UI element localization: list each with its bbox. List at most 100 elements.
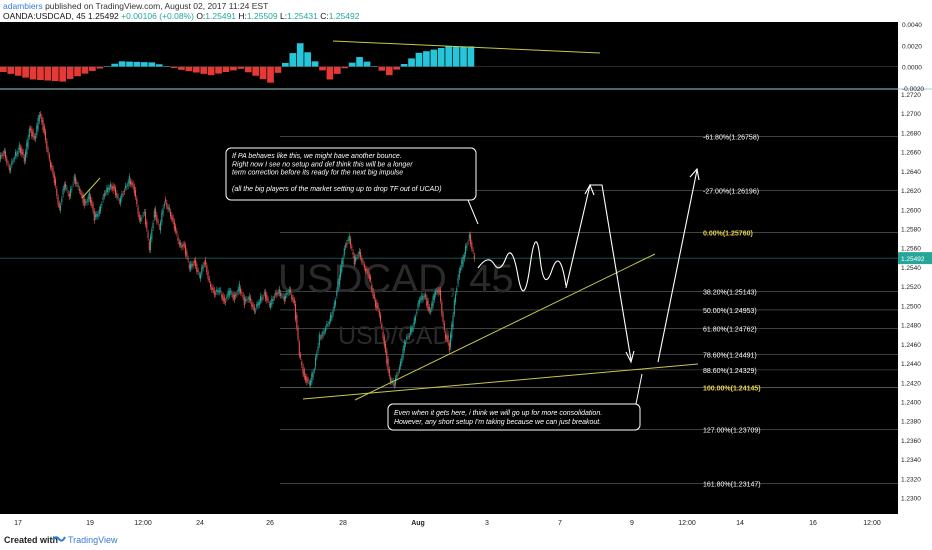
candle-body: [262, 297, 264, 298]
candle-body: [257, 302, 259, 307]
oscillator-bar: [74, 66, 81, 77]
oscillator-bar: [118, 61, 126, 67]
candle-body: [386, 350, 388, 364]
candle-body: [383, 337, 385, 346]
candle-body: [95, 214, 97, 218]
candle-body: [410, 328, 412, 334]
candle-body: [470, 234, 472, 245]
candle-body: [281, 295, 283, 297]
candle-body: [322, 330, 324, 336]
candle-body: [73, 176, 75, 182]
symbol-label[interactable]: OANDA:USDCAD, 45: [3, 11, 86, 21]
oscillator-bar: [103, 66, 111, 67]
author-link[interactable]: adambiers: [3, 1, 43, 11]
candle-body: [102, 196, 104, 200]
candle-body: [188, 264, 190, 269]
oscillator-bar: [96, 66, 104, 69]
candle-body: [13, 158, 15, 160]
candle-body: [90, 196, 92, 203]
open-label: O:: [196, 11, 206, 21]
watermark-symbol: USDCAD, 45: [278, 257, 514, 301]
candle-body: [323, 332, 325, 333]
candle-body: [440, 289, 442, 301]
candle-body: [468, 234, 470, 239]
candle-body: [17, 150, 19, 154]
candle-body: [421, 294, 423, 301]
candle-body: [377, 305, 379, 310]
candle-body: [98, 209, 100, 214]
candle-body: [353, 255, 355, 265]
projected-zigzag-path[interactable]: [565, 184, 632, 361]
projected-wave-path[interactable]: [477, 241, 567, 292]
candle-body: [132, 183, 134, 187]
candle-body: [305, 376, 307, 381]
candle-body: [122, 193, 124, 195]
candle-body: [398, 367, 400, 371]
candle-body: [107, 187, 109, 193]
candle-body: [277, 292, 279, 294]
candle-body: [472, 250, 474, 252]
annotation-box-bounce[interactable]: [225, 147, 477, 201]
candle-body: [43, 126, 45, 133]
plot-background[interactable]: [0, 22, 898, 530]
candle-body: [0, 155, 2, 160]
candle-body: [331, 314, 333, 319]
candle-body: [282, 295, 284, 297]
candle-body: [241, 292, 243, 294]
candle-body: [311, 373, 313, 383]
price-axis-background: [898, 22, 932, 530]
oscillator-tick-label: -0.0020: [902, 86, 924, 93]
fib-level-label: 161.80%(1.23147): [703, 481, 761, 488]
candle-body: [296, 315, 298, 328]
candle-body: [135, 189, 137, 197]
price-tick-label: 1.2380: [901, 419, 921, 426]
candle-body: [121, 193, 123, 199]
chart-canvas[interactable]: 0.0040 0.0020 0.0000 -0.0020 1.2720 1.2700 1.2…: [0, 22, 932, 530]
candle-body: [270, 302, 272, 308]
candle-body: [271, 298, 273, 306]
annotation-box-consolidation[interactable]: [387, 403, 641, 431]
time-tick-label: 16: [809, 520, 817, 527]
oscillator-bar: [437, 48, 445, 67]
candle-body: [171, 215, 173, 220]
candle-body: [116, 193, 118, 197]
candle-body: [137, 207, 139, 215]
candle-body: [458, 270, 460, 278]
candle-body: [162, 208, 164, 214]
tradingview-link[interactable]: TradingView: [68, 535, 118, 545]
candle-body: [326, 323, 328, 327]
candle-body: [340, 267, 342, 278]
price-tick-label: 1.2340: [901, 457, 921, 464]
price-tick-label: 1.2540: [901, 265, 921, 272]
candle-body: [352, 252, 354, 255]
candle-body: [156, 214, 158, 222]
candle-body: [51, 164, 53, 169]
high-label: H:: [238, 11, 247, 21]
candle-body: [462, 256, 464, 265]
projected-breakout-path[interactable]: [657, 169, 698, 363]
candle-body: [7, 163, 9, 165]
oscillator-bar: [274, 66, 282, 73]
candle-body: [465, 246, 467, 255]
candle-body: [20, 147, 22, 153]
oscillator-bar: [244, 66, 252, 73]
time-tick-label: 12:00: [134, 520, 152, 527]
candle-body: [213, 289, 215, 295]
candle-body: [428, 307, 430, 311]
oscillator-trendline[interactable]: [332, 40, 601, 54]
oscillator-bar: [311, 61, 319, 67]
candle-body: [123, 190, 125, 193]
oscillator-bar: [66, 66, 74, 79]
candle-body: [346, 243, 348, 246]
support-trendline[interactable]: [302, 363, 699, 400]
oscillator-bar: [163, 66, 170, 67]
rising-trendline[interactable]: [354, 253, 656, 401]
time-tick-label: 28: [339, 520, 347, 527]
candle-body: [173, 221, 175, 229]
candle-body: [151, 229, 153, 240]
oscillator-bar: [348, 62, 356, 67]
small-trendline[interactable]: [81, 177, 101, 199]
candle-body: [325, 328, 327, 332]
oscillator-bar: [141, 62, 148, 67]
